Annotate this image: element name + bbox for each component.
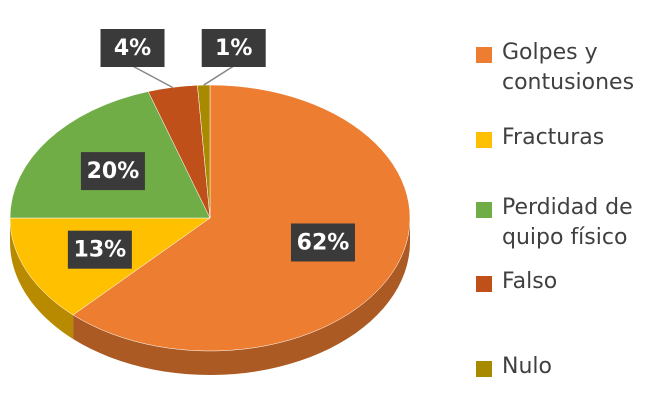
legend-item: Falso <box>470 267 654 297</box>
legend-item: Fracturas <box>470 123 654 153</box>
legend-swatch <box>476 276 492 292</box>
legend-item: Nulo <box>470 352 654 382</box>
data-label: 62% <box>297 230 350 255</box>
leader-line <box>132 65 173 89</box>
data-label: 13% <box>74 238 127 263</box>
legend-item: Perdidad de quipo físico <box>470 193 654 253</box>
label-box <box>201 29 266 67</box>
legend-label: Falso <box>502 269 558 294</box>
label-box <box>290 223 355 262</box>
slice-side <box>10 218 74 339</box>
chart: 62% 13% 20% 4% 1% <box>9 29 411 375</box>
label-box <box>80 152 145 191</box>
legend-swatch <box>476 202 492 218</box>
data-label: 4% <box>114 36 151 61</box>
label-box <box>100 29 165 67</box>
data-label: 20% <box>87 159 140 184</box>
legend-label: Perdidad de quipo físico <box>502 195 633 250</box>
legend-swatch <box>476 361 492 377</box>
slice <box>72 84 411 352</box>
data-label: 1% <box>215 36 252 61</box>
legend-swatch <box>476 47 492 63</box>
legend: Golpes y contusiones Fracturas Perdidad de… <box>470 38 654 382</box>
legend-swatch <box>476 132 492 148</box>
legend-item: Golpes y contusiones <box>470 38 654 98</box>
slice-side <box>73 218 410 375</box>
legend-label: Fracturas <box>502 125 605 150</box>
label-box <box>67 230 132 269</box>
leader-line <box>203 65 235 86</box>
legend-label: Nulo <box>502 354 552 379</box>
legend-label: Golpes y contusiones <box>502 40 635 95</box>
